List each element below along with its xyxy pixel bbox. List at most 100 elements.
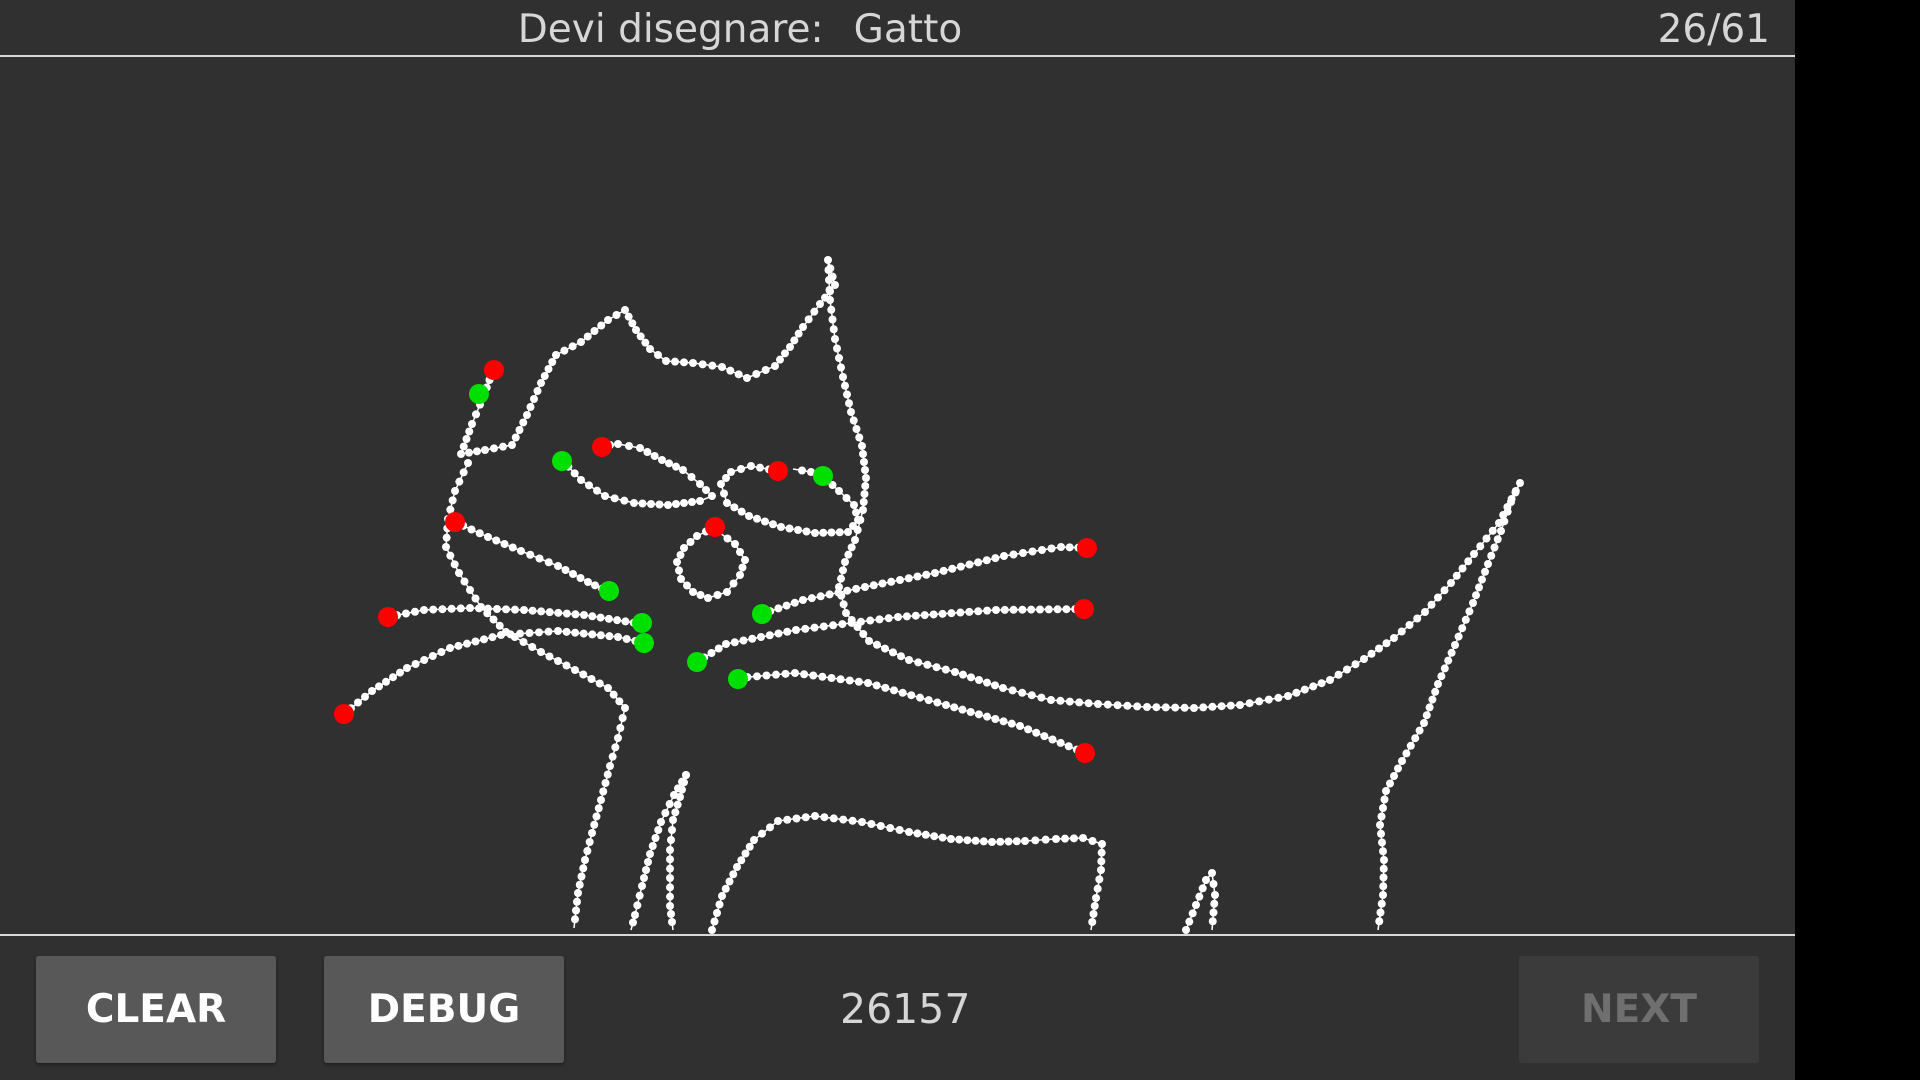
stroke-dot <box>1016 722 1024 730</box>
stroke-dot <box>1079 834 1087 842</box>
stroke-dot <box>601 779 610 787</box>
stroke-dot <box>1000 605 1009 614</box>
stroke-dot <box>761 366 770 374</box>
stroke-dot <box>1018 605 1027 614</box>
stroke-dot <box>654 351 662 359</box>
stroke-dot <box>464 459 472 467</box>
stroke-dot <box>499 442 507 451</box>
stroke-dot <box>1317 679 1326 688</box>
stroke-dot <box>545 608 554 617</box>
debug-button[interactable]: DEBUG <box>324 956 564 1063</box>
stroke-dot <box>544 627 553 636</box>
stroke-dot <box>820 813 829 822</box>
stroke-dot <box>492 536 501 545</box>
stroke-dot <box>1447 648 1456 657</box>
stroke-dot <box>974 558 983 567</box>
stroke-dot <box>872 681 881 690</box>
stroke-dot <box>517 547 525 555</box>
stroke-dot <box>1487 551 1496 560</box>
stroke-dot <box>975 676 983 684</box>
stroke-dot <box>999 684 1007 692</box>
stroke-dot <box>861 466 869 474</box>
stroke-dot <box>859 498 868 506</box>
stroke-dot <box>680 544 688 552</box>
stroke-dot <box>511 433 520 442</box>
stroke-dot <box>792 626 800 634</box>
stroke-dot <box>1143 703 1151 711</box>
stroke-dot <box>982 556 991 565</box>
stroke-dot <box>833 344 841 353</box>
stroke-dot <box>731 540 739 548</box>
stroke-dot <box>428 652 437 660</box>
stroke-dot <box>1488 526 1497 535</box>
stroke-dot <box>838 620 847 629</box>
stroke-dot <box>947 835 955 843</box>
stroke-dot <box>889 648 897 657</box>
stroke-dot <box>604 684 612 692</box>
stroke-dot <box>571 666 579 674</box>
stroke-dot <box>354 698 362 707</box>
stroke-dot <box>741 556 749 564</box>
stroke-dot <box>852 508 860 517</box>
stroke-dot <box>1202 876 1210 884</box>
stroke-dot <box>825 276 833 284</box>
stroke-dot <box>650 452 659 460</box>
clear-button[interactable]: CLEAR <box>36 956 276 1063</box>
stroke-dot <box>933 698 942 707</box>
stroke-dot <box>1089 910 1098 918</box>
drawing-canvas[interactable] <box>0 58 1795 934</box>
stroke-dot <box>854 677 863 686</box>
stroke-dot <box>680 358 688 367</box>
stroke-dot <box>596 631 605 640</box>
stroke-dot <box>1032 728 1041 737</box>
stroke-dot <box>572 906 580 915</box>
stroke-dot <box>1047 696 1055 704</box>
stroke-dot <box>438 605 447 614</box>
stroke-dot <box>966 708 975 716</box>
stroke-dot <box>1464 557 1473 566</box>
stroke-dot <box>810 307 819 316</box>
stroke-dot <box>679 466 687 474</box>
stroke-dot <box>958 705 967 714</box>
stroke-dot <box>643 448 652 456</box>
stroke-dot <box>974 607 983 616</box>
stroke-dot <box>523 411 531 419</box>
stroke-start-marker <box>552 451 572 471</box>
stroke-dot <box>1470 550 1478 558</box>
stroke-dot <box>493 605 501 613</box>
stroke-dot <box>723 534 732 543</box>
stroke-dot <box>1472 591 1480 600</box>
stroke-dot <box>411 607 419 616</box>
stroke-dot <box>1377 829 1385 838</box>
stroke-dot <box>824 266 833 274</box>
stroke-end-marker <box>484 360 504 380</box>
drawing-surface[interactable] <box>0 58 1795 934</box>
stroke-dot <box>1437 672 1446 681</box>
stroke-dot <box>1065 697 1074 706</box>
stroke-dot <box>861 583 869 591</box>
stroke-dot <box>502 605 510 614</box>
stroke-dot <box>658 456 666 464</box>
stroke-dot <box>490 444 498 453</box>
stroke-dot <box>847 618 856 627</box>
next-button[interactable]: NEXT <box>1519 956 1759 1063</box>
stroke-dot <box>577 476 585 484</box>
stroke-dot <box>420 656 429 664</box>
stroke-dot <box>1053 605 1062 614</box>
stroke-dot <box>696 591 705 599</box>
stroke-dot <box>844 550 853 559</box>
stroke-dot <box>1236 701 1244 709</box>
stroke-dot <box>1245 699 1254 708</box>
stroke-dot <box>811 529 819 537</box>
stroke-dot <box>1380 795 1389 804</box>
stroke-dot <box>644 858 652 866</box>
stroke-dot <box>983 712 992 721</box>
stroke-dot <box>745 512 753 520</box>
stroke-dot <box>1375 644 1383 653</box>
stroke-dot <box>616 724 625 732</box>
stroke-dot <box>665 459 673 468</box>
stroke-dot <box>1209 880 1218 888</box>
stroke-dot <box>575 880 584 889</box>
stroke-dot <box>1097 857 1106 866</box>
stroke-dot <box>841 381 849 390</box>
